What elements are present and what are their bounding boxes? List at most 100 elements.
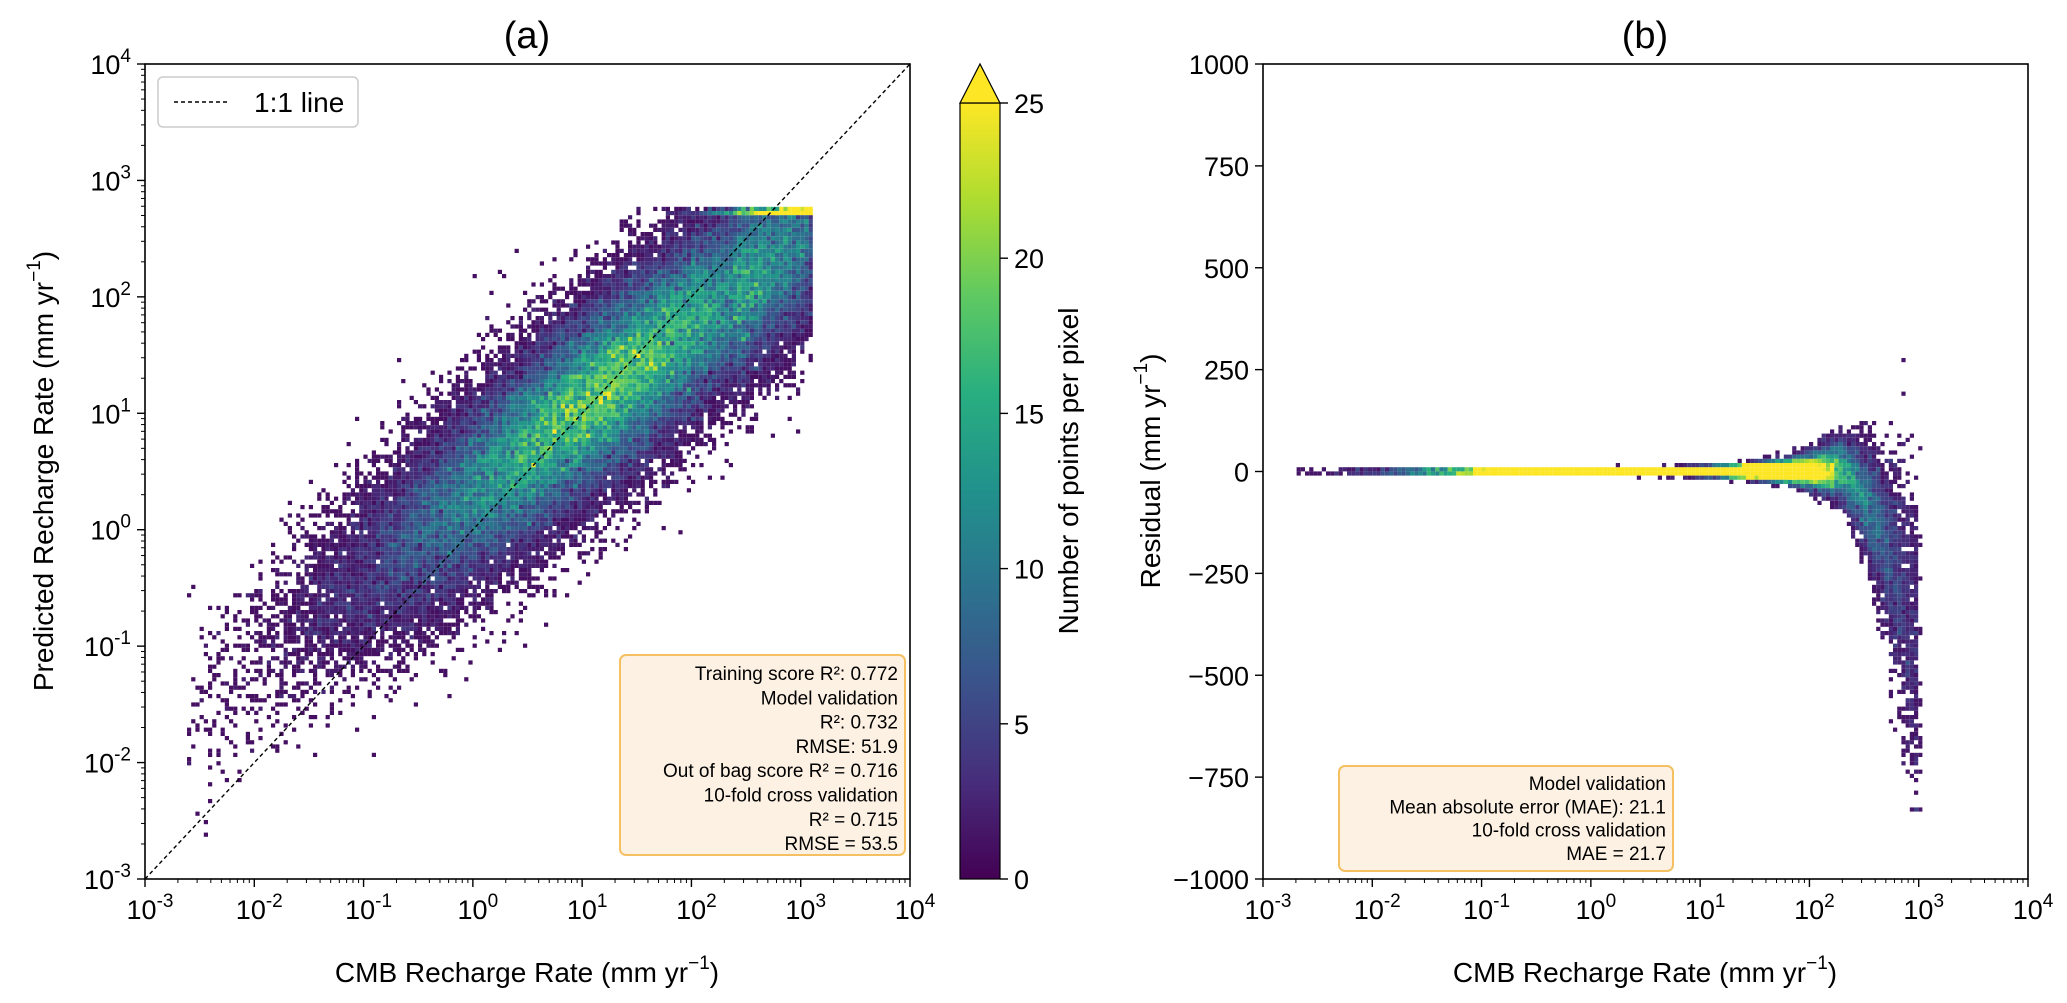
density-cell bbox=[749, 404, 754, 409]
density-cell bbox=[502, 484, 507, 489]
density-cell bbox=[422, 479, 427, 484]
density-cell bbox=[762, 232, 767, 237]
density-cell bbox=[376, 513, 381, 518]
density-cell bbox=[384, 614, 389, 619]
density-cell bbox=[313, 580, 318, 585]
density-cell bbox=[661, 261, 666, 266]
density-cell bbox=[737, 370, 742, 375]
density-cell bbox=[628, 404, 633, 409]
density-cell bbox=[745, 236, 750, 241]
density-cell bbox=[514, 454, 519, 459]
density-cell bbox=[749, 387, 754, 392]
density-cell bbox=[418, 513, 423, 518]
density-cell bbox=[275, 719, 280, 724]
density-cell bbox=[359, 505, 364, 510]
density-cell bbox=[560, 530, 565, 535]
density-cell bbox=[787, 311, 792, 316]
density-cell bbox=[481, 416, 486, 421]
density-cell bbox=[485, 471, 490, 476]
density-cell bbox=[686, 345, 691, 350]
density-cell bbox=[766, 261, 771, 266]
density-cell bbox=[216, 656, 221, 661]
density-cell bbox=[653, 454, 658, 459]
density-cell bbox=[418, 639, 423, 644]
density-cell bbox=[649, 286, 654, 291]
density-cell bbox=[359, 496, 364, 501]
density-cell bbox=[548, 374, 553, 379]
density-cell bbox=[623, 286, 628, 291]
density-cell bbox=[573, 458, 578, 463]
density-cell bbox=[644, 307, 649, 312]
density-cell bbox=[594, 471, 599, 476]
density-cell bbox=[623, 345, 628, 350]
density-cell bbox=[678, 416, 683, 421]
density-cell bbox=[409, 467, 414, 472]
density-cell bbox=[518, 429, 523, 434]
density-cell bbox=[556, 471, 561, 476]
density-cell bbox=[430, 568, 435, 573]
density-cell bbox=[493, 479, 498, 484]
density-cell bbox=[409, 555, 414, 560]
density-cell bbox=[720, 290, 725, 295]
density-cell bbox=[720, 307, 725, 312]
density-cell bbox=[556, 408, 561, 413]
density-cell bbox=[535, 320, 540, 325]
density-cell bbox=[405, 446, 410, 451]
density-cell bbox=[472, 513, 477, 518]
density-cell bbox=[531, 467, 536, 472]
density-cell bbox=[397, 530, 402, 535]
density-cell bbox=[670, 332, 675, 337]
density-cell bbox=[779, 211, 784, 216]
density-cell bbox=[544, 353, 549, 358]
density-cell bbox=[321, 652, 326, 657]
density-cell bbox=[556, 362, 561, 367]
density-cell bbox=[758, 353, 763, 358]
density-cell bbox=[728, 223, 733, 228]
density-cell bbox=[703, 299, 708, 304]
density-cell bbox=[514, 446, 519, 451]
density-cell bbox=[661, 286, 666, 291]
density-cell bbox=[275, 614, 280, 619]
density-cell bbox=[497, 505, 502, 510]
density-cell bbox=[724, 358, 729, 363]
density-cell bbox=[413, 530, 418, 535]
density-cell bbox=[338, 593, 343, 598]
density-cell bbox=[602, 416, 607, 421]
density-cell bbox=[775, 265, 780, 270]
density-cell bbox=[317, 513, 322, 518]
density-cell bbox=[405, 559, 410, 564]
density-cell bbox=[628, 400, 633, 405]
density-cell bbox=[607, 303, 612, 308]
density-cell bbox=[481, 488, 486, 493]
density-cell bbox=[636, 366, 641, 371]
density-cell bbox=[514, 391, 519, 396]
density-cell bbox=[439, 559, 444, 564]
density-cell bbox=[371, 534, 376, 539]
density-cell bbox=[514, 437, 519, 442]
density-cell bbox=[754, 232, 759, 237]
density-cell bbox=[560, 408, 565, 413]
density-cell bbox=[502, 563, 507, 568]
density-cell bbox=[422, 618, 427, 623]
density-cell bbox=[481, 500, 486, 505]
density-cell bbox=[548, 467, 553, 472]
density-cell bbox=[581, 400, 586, 405]
density-cell bbox=[670, 282, 675, 287]
density-cell bbox=[548, 500, 553, 505]
density-cell bbox=[586, 454, 591, 459]
density-cell bbox=[254, 605, 259, 610]
density-cell bbox=[703, 328, 708, 333]
density-cell bbox=[468, 450, 473, 455]
density-cell bbox=[619, 391, 624, 396]
density-cell bbox=[712, 358, 717, 363]
density-cell bbox=[506, 450, 511, 455]
density-cell bbox=[481, 412, 486, 417]
density-cell bbox=[447, 463, 452, 468]
density-cell bbox=[796, 320, 801, 325]
density-cell bbox=[418, 479, 423, 484]
density-cell bbox=[443, 505, 448, 510]
density-cell bbox=[678, 387, 683, 392]
density-cell bbox=[804, 286, 809, 291]
density-cell bbox=[758, 278, 763, 283]
density-cell bbox=[695, 215, 700, 220]
